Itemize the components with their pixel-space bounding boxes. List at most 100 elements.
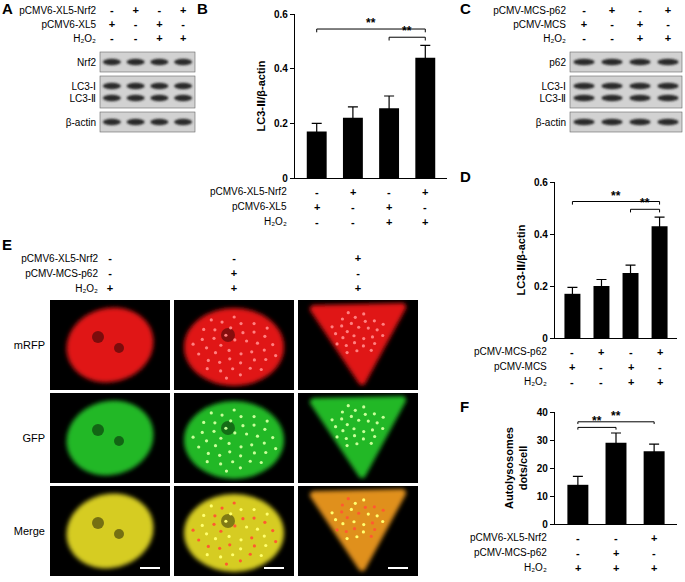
svg-text:-: -	[599, 376, 603, 388]
svg-text:LC3-Ⅱ/β-actin: LC3-Ⅱ/β-actin	[515, 224, 527, 295]
svg-text:E: E	[2, 236, 12, 253]
svg-text:-: -	[108, 267, 112, 279]
svg-text:**: **	[640, 196, 650, 210]
svg-text:+: +	[637, 18, 643, 30]
svg-text:+: +	[132, 4, 138, 16]
svg-text:30: 30	[537, 435, 549, 446]
svg-text:0: 0	[542, 519, 548, 530]
svg-text:+: +	[569, 361, 575, 373]
svg-text:-: -	[315, 186, 319, 198]
svg-text:-: -	[110, 4, 114, 16]
svg-text:H₂O₂: H₂O₂	[524, 562, 547, 573]
svg-text:+: +	[156, 32, 162, 44]
svg-text:-: -	[356, 267, 360, 279]
svg-text:LC3-Ⅱ/β-actin: LC3-Ⅱ/β-actin	[255, 60, 267, 131]
svg-text:+: +	[109, 18, 115, 30]
svg-text:**: **	[592, 414, 602, 428]
svg-text:-: -	[658, 361, 662, 373]
svg-text:0.2: 0.2	[534, 281, 548, 292]
svg-text:+: +	[355, 252, 361, 264]
svg-text:+: +	[651, 562, 657, 574]
svg-text:-: -	[614, 532, 618, 544]
svg-text:40: 40	[537, 407, 549, 418]
svg-text:pCMV6-XL5-Nrf2: pCMV6-XL5-Nrf2	[470, 532, 547, 543]
svg-text:**: **	[611, 189, 621, 203]
svg-text:-: -	[570, 376, 574, 388]
svg-text:+: +	[575, 562, 581, 574]
svg-text:-: -	[599, 361, 603, 373]
svg-text:pCMV6-XL5-Nrf2: pCMV6-XL5-Nrf2	[19, 5, 96, 16]
svg-text:Nrf2: Nrf2	[77, 57, 96, 68]
svg-text:20: 20	[537, 463, 549, 474]
svg-text:-: -	[666, 18, 670, 30]
svg-text:pCMV-MCS-p62: pCMV-MCS-p62	[493, 5, 566, 16]
svg-text:+: +	[628, 376, 634, 388]
svg-text:0.6: 0.6	[274, 9, 288, 20]
svg-text:0.2: 0.2	[274, 118, 288, 129]
svg-text:D: D	[460, 168, 471, 185]
svg-text:-: -	[315, 216, 319, 228]
svg-text:-: -	[110, 32, 114, 44]
svg-text:0: 0	[542, 333, 548, 344]
svg-text:-: -	[582, 4, 586, 16]
svg-text:GFP: GFP	[22, 432, 45, 444]
svg-text:pCMV6-XL5-Nrf2: pCMV6-XL5-Nrf2	[21, 253, 98, 264]
svg-text:H₂O₂: H₂O₂	[524, 376, 547, 387]
svg-text:-: -	[576, 532, 580, 544]
svg-text:H₂O₂: H₂O₂	[73, 33, 96, 44]
svg-text:-: -	[108, 252, 112, 264]
svg-text:-: -	[387, 186, 391, 198]
svg-text:+: +	[628, 361, 634, 373]
svg-text:+: +	[657, 376, 663, 388]
svg-text:LC3-Ⅱ: LC3-Ⅱ	[539, 93, 566, 104]
svg-text:-: -	[134, 18, 138, 30]
svg-text:pCMV-MCS-p62: pCMV-MCS-p62	[474, 547, 547, 558]
svg-text:LC3-Ⅰ: LC3-Ⅰ	[71, 81, 96, 92]
svg-text:-: -	[134, 32, 138, 44]
svg-text:H₂O₂: H₂O₂	[543, 33, 566, 44]
svg-text:+: +	[598, 346, 604, 358]
svg-text:+: +	[665, 32, 671, 44]
svg-text:+: +	[107, 282, 113, 294]
svg-text:+: +	[657, 346, 663, 358]
svg-text:-: -	[610, 18, 614, 30]
svg-text:β-actin: β-actin	[536, 117, 566, 128]
svg-text:p62: p62	[549, 57, 566, 68]
svg-text:+: +	[637, 32, 643, 44]
svg-text:-: -	[576, 547, 580, 559]
svg-text:LC3-Ⅱ: LC3-Ⅱ	[69, 93, 96, 104]
svg-text:0.4: 0.4	[274, 63, 288, 74]
svg-text:+: +	[609, 4, 615, 16]
svg-text:H₂O₂: H₂O₂	[264, 216, 287, 227]
svg-text:pCMV-MCS-p62: pCMV-MCS-p62	[474, 346, 547, 357]
svg-text:-: -	[638, 4, 642, 16]
svg-text:pCMV-MCS: pCMV-MCS	[494, 361, 547, 372]
svg-text:+: +	[665, 4, 671, 16]
svg-text:+: +	[231, 267, 237, 279]
svg-text:-: -	[582, 32, 586, 44]
svg-text:+: +	[613, 547, 619, 559]
svg-text:pCMV6-XL5-Nrf2: pCMV6-XL5-Nrf2	[210, 186, 287, 197]
svg-text:mRFP: mRFP	[14, 339, 45, 351]
svg-text:+: +	[355, 282, 361, 294]
svg-text:-: -	[351, 201, 355, 213]
svg-text:10: 10	[537, 491, 549, 502]
svg-text:-: -	[610, 32, 614, 44]
svg-text:-: -	[351, 216, 355, 228]
svg-text:pCMV-MCS: pCMV-MCS	[513, 19, 566, 30]
svg-text:**: **	[611, 409, 621, 423]
svg-text:+: +	[422, 216, 428, 228]
svg-text:+: +	[180, 32, 186, 44]
svg-text:Merge: Merge	[14, 525, 45, 537]
svg-text:+: +	[231, 282, 237, 294]
svg-text:-: -	[181, 18, 185, 30]
svg-text:+: +	[581, 18, 587, 30]
svg-text:H₂O₂: H₂O₂	[75, 283, 98, 294]
svg-text:β-actin: β-actin	[66, 117, 96, 128]
svg-text:+: +	[350, 186, 356, 198]
svg-text:+: +	[180, 4, 186, 16]
svg-text:-: -	[232, 252, 236, 264]
svg-text:-: -	[158, 4, 162, 16]
svg-text:-: -	[652, 547, 656, 559]
svg-text:+: +	[613, 562, 619, 574]
